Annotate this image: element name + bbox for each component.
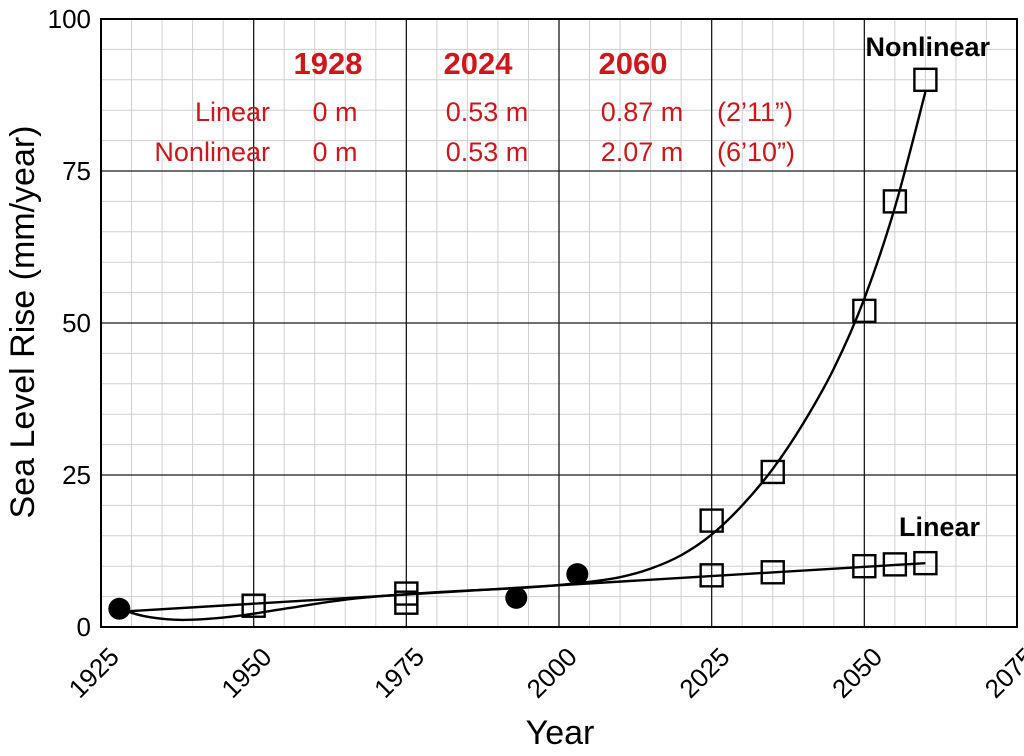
square-marker bbox=[852, 554, 877, 579]
square-marker bbox=[760, 459, 785, 485]
x-tick-label: 2025 bbox=[673, 642, 735, 704]
annotation-nonlinear-note: (6’10”) bbox=[717, 137, 795, 167]
square-marker bbox=[394, 581, 419, 606]
annotation-linear-1928: 0 m bbox=[312, 97, 357, 127]
fit-line-linear bbox=[119, 561, 926, 613]
circle-marker bbox=[566, 563, 589, 586]
x-tick-label: 1975 bbox=[368, 642, 430, 704]
annotation-nonlinear-1928: 0 m bbox=[312, 137, 357, 167]
square-marker bbox=[882, 552, 908, 577]
annotation-header-2060: 2060 bbox=[599, 46, 668, 81]
square-marker bbox=[852, 298, 877, 324]
y-tick-label: 50 bbox=[62, 308, 91, 338]
y-axis-title: Sea Level Rise (mm/year) bbox=[4, 125, 42, 518]
annotation-row-label-linear: Linear bbox=[195, 97, 270, 127]
plot-frame bbox=[100, 18, 1018, 628]
square-marker bbox=[699, 508, 724, 533]
annotation-header-2024: 2024 bbox=[444, 46, 514, 81]
square-marker bbox=[882, 189, 908, 214]
x-tick-label: 1925 bbox=[63, 642, 125, 704]
annotation-header-1928: 1928 bbox=[294, 46, 363, 81]
fit-line-nonlinear bbox=[118, 91, 927, 622]
square-marker bbox=[241, 593, 266, 618]
y-tick-label: 0 bbox=[77, 612, 91, 642]
square-marker bbox=[699, 563, 724, 588]
annotation-linear-2060: 0.87 m bbox=[601, 97, 684, 127]
series-label-linear: Linear bbox=[899, 512, 981, 542]
annotation-linear-2024: 0.53 m bbox=[446, 97, 529, 127]
square-marker bbox=[913, 550, 938, 576]
annotation-nonlinear-2024: 0.53 m bbox=[446, 137, 529, 167]
circle-marker bbox=[108, 597, 131, 620]
circle-marker bbox=[505, 586, 528, 609]
fit-lines bbox=[118, 91, 927, 622]
annotation-table: 1928 2024 2060 Linear 0 m 0.53 m 0.87 m … bbox=[154, 46, 795, 167]
x-tick-label: 1950 bbox=[215, 642, 277, 704]
x-axis-title: Year bbox=[526, 714, 595, 752]
annotation-linear-note: (2’11”) bbox=[717, 97, 793, 127]
y-tick-label: 100 bbox=[48, 4, 91, 34]
y-tick-label: 25 bbox=[62, 460, 91, 490]
square-marker bbox=[760, 560, 785, 585]
x-tick-label: 2000 bbox=[521, 642, 583, 704]
y-tick-label: 75 bbox=[62, 156, 91, 186]
annotation-row-label-nonlinear: Nonlinear bbox=[154, 137, 270, 167]
x-tick-label: 2075 bbox=[979, 642, 1024, 704]
series-label-nonlinear: Nonlinear bbox=[865, 32, 990, 62]
data-markers bbox=[108, 67, 938, 620]
square-marker bbox=[913, 67, 938, 93]
x-tick-label: 2050 bbox=[826, 642, 888, 704]
annotation-nonlinear-2060: 2.07 m bbox=[601, 137, 684, 167]
